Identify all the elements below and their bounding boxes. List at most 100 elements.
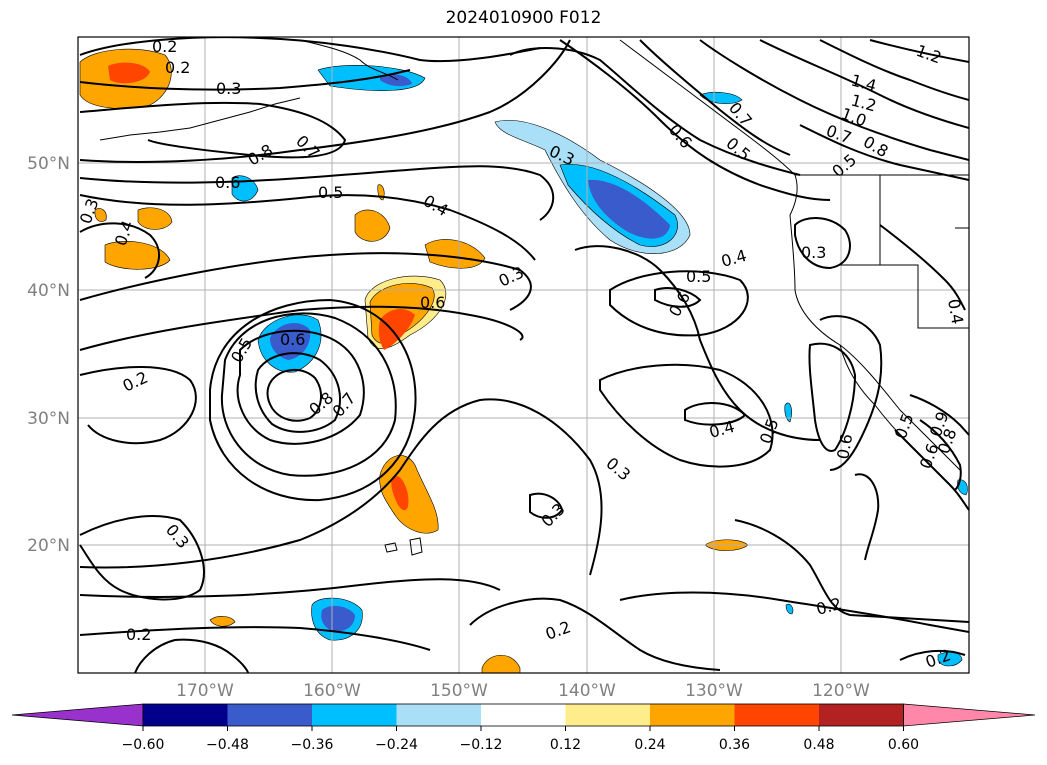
contour-line bbox=[854, 473, 880, 561]
contour-line bbox=[79, 69, 411, 91]
lon-label: 130°W bbox=[685, 681, 743, 701]
contour-label: 0.3 bbox=[76, 196, 103, 226]
contour-line bbox=[469, 597, 721, 671]
contour-line bbox=[639, 39, 791, 156]
contour-line bbox=[894, 429, 969, 511]
contour-label: 0.2 bbox=[126, 625, 151, 644]
colorbar-frame bbox=[142, 703, 904, 727]
contour-label: 1.2 bbox=[914, 41, 944, 68]
hawaii-island bbox=[409, 537, 423, 556]
contour-line bbox=[79, 101, 347, 159]
colorbar-ticks bbox=[142, 726, 904, 731]
lon-label: 140°W bbox=[558, 681, 616, 701]
contour-label: 0.2 bbox=[543, 617, 573, 644]
colorbar: −0.60 −0.48 −0.36 −0.24 −0.12 0.12 0.24 … bbox=[11, 703, 1036, 753]
lon-label: 120°W bbox=[812, 681, 870, 701]
contour-label: 0.4 bbox=[420, 191, 452, 220]
gridlines bbox=[78, 37, 969, 673]
shade-positive bbox=[481, 654, 521, 673]
contour-line bbox=[79, 222, 160, 279]
colorbar-segment bbox=[227, 704, 312, 726]
shade-positive bbox=[137, 207, 173, 230]
contour-line bbox=[734, 519, 969, 623]
contour-line bbox=[220, 312, 397, 477]
contour-line bbox=[909, 394, 969, 436]
lon-label: 150°W bbox=[430, 681, 488, 701]
contour-line bbox=[684, 402, 747, 426]
contour-label: 0.6 bbox=[420, 293, 445, 312]
contour-line bbox=[79, 366, 197, 445]
contour-line bbox=[919, 419, 962, 491]
contour-line bbox=[79, 39, 571, 163]
lat-label: 40°N bbox=[27, 281, 70, 301]
shaded-fields bbox=[79, 48, 968, 673]
contour-line bbox=[79, 252, 532, 311]
colorbar-tick-label: −0.48 bbox=[206, 737, 249, 753]
contours bbox=[79, 37, 969, 673]
contour-label: 0.3 bbox=[602, 454, 634, 485]
contour-line bbox=[134, 638, 249, 673]
lat-label: 50°N bbox=[27, 154, 70, 174]
longitude-labels: 170°W 160°W 150°W 140°W 130°W 120°W bbox=[176, 681, 870, 701]
colorbar-segment bbox=[143, 704, 228, 726]
colorbar-tick-label: −0.24 bbox=[375, 737, 418, 753]
contour-line bbox=[808, 342, 857, 452]
colorbar-tick-label: 0.12 bbox=[550, 737, 581, 753]
contour-label: 0.6 bbox=[280, 330, 305, 349]
colorbar-segment bbox=[819, 704, 904, 726]
contour-label: 0.5 bbox=[828, 150, 860, 181]
contour-label: 0.2 bbox=[120, 368, 151, 396]
contour-line bbox=[794, 217, 851, 270]
shade-negative-strong bbox=[380, 74, 412, 87]
contour-line bbox=[869, 39, 969, 63]
colorbar-tick-label: 0.36 bbox=[719, 737, 750, 753]
contour-line bbox=[529, 492, 564, 519]
lat-label: 30°N bbox=[27, 409, 70, 429]
lat-label: 20°N bbox=[27, 536, 70, 556]
contour-label: 0.5 bbox=[686, 267, 711, 286]
contour-label: 0.2 bbox=[152, 37, 177, 56]
contour-label: 0.2 bbox=[814, 594, 844, 619]
colorbar-extend-high bbox=[903, 703, 1036, 727]
colorbar-tick-label: −0.12 bbox=[460, 737, 503, 753]
state-border bbox=[879, 175, 969, 329]
shade-negative bbox=[784, 402, 792, 423]
contour-label: 0.7 bbox=[329, 389, 360, 421]
map-frame bbox=[77, 36, 970, 674]
contour-line bbox=[79, 398, 603, 576]
contour-label: 0.4 bbox=[944, 297, 967, 325]
lon-label: 170°W bbox=[176, 681, 234, 701]
colorbar-segment bbox=[396, 704, 481, 726]
contour-line bbox=[209, 298, 417, 502]
contour-line bbox=[699, 39, 969, 161]
contour-label: 0.3 bbox=[216, 79, 241, 98]
contour-label: 0.2 bbox=[165, 58, 190, 77]
contour-line bbox=[619, 591, 969, 633]
colorbar-tick-label: 0.24 bbox=[634, 737, 665, 753]
shade-positive-strong bbox=[391, 475, 409, 511]
colorbar-tick-label: −0.60 bbox=[122, 737, 165, 753]
contour-line bbox=[254, 352, 341, 433]
shade-positive-strong bbox=[108, 62, 150, 84]
shade-negative bbox=[937, 651, 963, 667]
contour-line bbox=[79, 626, 431, 651]
contour-line bbox=[879, 224, 966, 311]
contour-line bbox=[79, 37, 541, 63]
contour-label: 0.2 bbox=[923, 645, 953, 672]
contour-line bbox=[574, 245, 821, 441]
contour-label: 0.3 bbox=[162, 520, 193, 552]
contour-line bbox=[819, 315, 883, 471]
bc-coast bbox=[619, 39, 798, 216]
contour-line bbox=[609, 270, 749, 337]
contour-label: 0.8 bbox=[245, 140, 277, 169]
contour-line bbox=[79, 305, 524, 351]
contour-label: 0.5 bbox=[318, 183, 343, 202]
colorbar-extend-low bbox=[11, 703, 144, 727]
contour-line bbox=[79, 194, 536, 261]
contour-label: 0.3 bbox=[496, 263, 527, 291]
contour-line bbox=[599, 363, 774, 468]
contour-line bbox=[759, 39, 969, 129]
contour-label: 0.4 bbox=[707, 417, 737, 442]
contour-line bbox=[899, 649, 966, 661]
